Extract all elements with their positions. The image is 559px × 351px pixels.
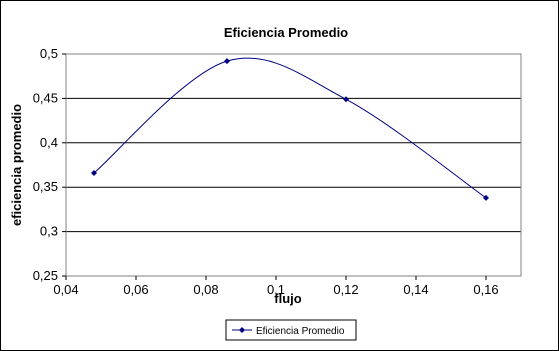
legend-label: Eficiencia Promedio bbox=[256, 326, 345, 337]
y-tick-label-5: 0,5 bbox=[40, 46, 58, 61]
gridlines bbox=[66, 53, 521, 233]
y-tick-label-1: 0,3 bbox=[40, 224, 58, 239]
y-tick-label-0: 0,25 bbox=[33, 268, 58, 283]
y-tick-label-4: 0,45 bbox=[33, 90, 58, 105]
legend: Eficiencia Promedio bbox=[225, 319, 357, 341]
data-point-2 bbox=[343, 96, 349, 103]
series-layer bbox=[91, 57, 489, 201]
chart-title: Eficiencia Promedio bbox=[224, 25, 348, 40]
x-tick-label-6: 0,16 bbox=[473, 282, 498, 297]
x-tick-label-1: 0,06 bbox=[123, 282, 148, 297]
plot-area bbox=[65, 53, 522, 277]
data-point-0 bbox=[91, 169, 97, 176]
y-tick-label-3: 0,4 bbox=[40, 135, 58, 150]
x-axis-title: flujo bbox=[274, 291, 301, 306]
data-point-3 bbox=[483, 194, 489, 201]
x-tick-label-2: 0,08 bbox=[193, 282, 218, 297]
x-tick-label-4: 0,12 bbox=[333, 282, 358, 297]
y-tick-label-2: 0,35 bbox=[33, 179, 58, 194]
series-line-0 bbox=[93, 57, 487, 199]
y-axis-title: eficiencia promedio bbox=[9, 104, 24, 226]
data-point-1 bbox=[224, 58, 230, 65]
x-axis-ticks: 0,04 0,06 0,08 0,1 0,12 0,14 0,16 bbox=[53, 276, 499, 297]
legend-box bbox=[225, 319, 357, 341]
legend-marker bbox=[239, 327, 245, 333]
x-tick-label-0: 0,04 bbox=[53, 282, 78, 297]
y-axis-ticks: 0,25 0,3 0,35 0,4 0,45 0,5 bbox=[33, 46, 66, 283]
x-tick-label-3: 0,1 bbox=[267, 282, 285, 297]
x-tick-label-5: 0,14 bbox=[403, 282, 428, 297]
